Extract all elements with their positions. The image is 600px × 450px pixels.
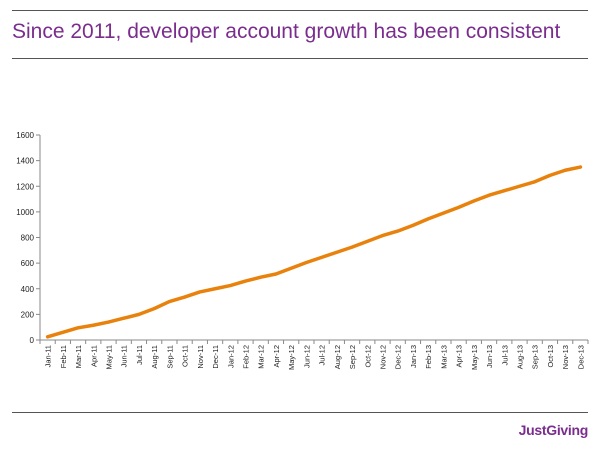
x-tick-label: Jan-11	[44, 345, 53, 367]
data-point	[228, 284, 232, 288]
x-tick-label: Oct-11	[181, 345, 190, 367]
data-point	[274, 272, 278, 276]
footer-rule	[12, 412, 588, 413]
x-tick-label: Jul-13	[500, 345, 509, 365]
x-tick-label: Sep-12	[348, 345, 357, 369]
x-tick-label: Jan-12	[226, 345, 235, 368]
justgiving-logo: JustGiving	[518, 422, 589, 438]
x-tick-label: Nov-12	[379, 345, 388, 369]
x-tick-label: Sep-13	[531, 345, 540, 369]
data-point	[518, 184, 521, 188]
data-point	[198, 290, 202, 294]
data-point	[578, 165, 582, 169]
title-rule	[12, 58, 588, 59]
data-point	[396, 229, 400, 233]
slide-title: Since 2011, developer account growth has…	[12, 20, 561, 43]
x-tick-label: Jul-11	[135, 345, 144, 365]
data-point	[61, 330, 65, 334]
x-tick-label: Dec-11	[211, 345, 220, 369]
x-tick-label: Nov-11	[196, 345, 205, 369]
x-tick-label: Aug-12	[333, 345, 342, 369]
data-point	[107, 320, 110, 324]
x-tick-label: Oct-13	[546, 345, 555, 368]
data-point	[213, 287, 217, 291]
data-point	[411, 223, 415, 227]
x-tick-label: Aug-11	[150, 345, 159, 369]
x-tick-label: Dec-13	[576, 345, 585, 369]
top-rule	[12, 10, 588, 11]
x-tick-label: Jun-12	[302, 345, 311, 368]
data-point	[46, 335, 50, 339]
y-tick-label: 200	[21, 310, 35, 319]
x-tick-label: Jun-13	[485, 345, 494, 368]
line-chart: 0 200 400 600 800 1000 1200 1400 1600 Jan-11 Feb-1…	[16, 131, 589, 370]
data-point	[122, 316, 126, 320]
y-tick-label: 1200	[16, 182, 34, 191]
x-tick-label: Oct-12	[363, 345, 372, 368]
x-tick-label: May-12	[287, 345, 296, 370]
data-point	[137, 312, 141, 316]
x-tick-label: May-13	[470, 345, 479, 370]
y-tick-label: 400	[21, 285, 35, 294]
data-point	[365, 239, 369, 243]
data-point	[183, 295, 187, 299]
x-tick-label: Jul-12	[318, 345, 327, 365]
x-tick-label: Sep-11	[165, 345, 174, 369]
x-tick-label: Jan-13	[409, 345, 418, 368]
data-point	[244, 279, 247, 283]
data-point	[563, 168, 567, 172]
data-point	[502, 189, 506, 193]
x-tick-label: Apr-13	[455, 345, 464, 368]
y-tick-label: 0	[30, 336, 35, 345]
x-tick-label: Aug-13	[516, 345, 525, 369]
y-tick-label: 1600	[16, 131, 34, 140]
data-point	[441, 211, 445, 215]
data-point	[289, 266, 293, 270]
data-point	[167, 300, 171, 304]
y-tick-label: 800	[21, 234, 35, 243]
x-tick-label: Jun-11	[120, 345, 129, 367]
x-tick-label: Nov-13	[561, 345, 570, 369]
data-point	[304, 260, 308, 264]
x-tick-label: Apr-11	[89, 345, 98, 367]
x-tick-label: Dec-12	[394, 345, 403, 369]
y-tick-label: 1400	[16, 157, 34, 166]
data-point	[426, 217, 430, 221]
data-point	[259, 275, 263, 279]
data-point	[381, 234, 384, 238]
data-point	[350, 245, 354, 249]
series-line	[45, 165, 583, 339]
x-tick-label: Apr-12	[272, 345, 281, 368]
x-tick-label: May-11	[105, 345, 114, 369]
data-point	[152, 307, 156, 311]
data-point	[320, 255, 324, 259]
data-point	[533, 180, 537, 184]
data-point	[76, 326, 80, 330]
data-point	[487, 193, 491, 197]
y-tick-label: 600	[21, 259, 35, 268]
data-point	[548, 173, 552, 177]
data-point	[457, 205, 461, 209]
x-tick-label: Mar-11	[74, 345, 83, 368]
x-tick-label: Feb-13	[424, 345, 433, 369]
x-tick-label: Mar-12	[257, 345, 266, 369]
x-tick-label: Mar-13	[439, 345, 448, 369]
data-point	[91, 323, 95, 327]
x-tick-label: Feb-11	[59, 345, 68, 368]
data-point	[335, 250, 339, 254]
data-point	[472, 199, 476, 203]
y-tick-label: 1000	[16, 208, 34, 217]
x-tick-label: Feb-12	[242, 345, 251, 369]
